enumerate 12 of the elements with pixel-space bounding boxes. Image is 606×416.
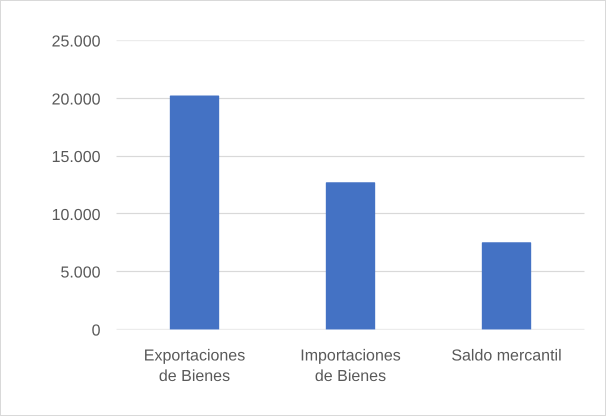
x-tick-label: Exportaciones de Bienes: [144, 348, 246, 385]
y-tick-label: 15.000: [52, 149, 101, 166]
y-tick-label: 20.000: [52, 91, 101, 108]
y-tick-label: 0: [92, 322, 101, 340]
bar: [170, 95, 220, 330]
bar: [326, 182, 376, 330]
x-tick-label: Saldo mercantil: [451, 348, 562, 364]
y-tick-label: 25.000: [52, 34, 101, 50]
bar: [482, 242, 532, 330]
y-tick-label: 5.000: [60, 264, 101, 282]
x-tick-label: Importaciones de Bienes: [300, 348, 401, 385]
y-tick-label: 10.000: [52, 206, 101, 224]
